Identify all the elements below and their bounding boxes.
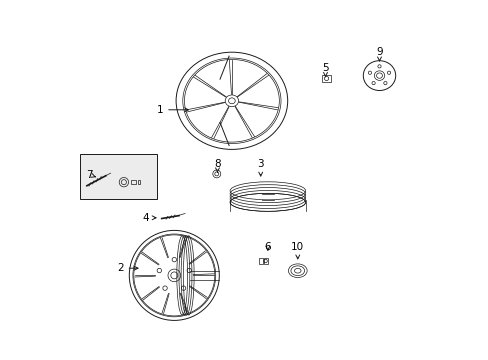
Text: 7: 7 bbox=[85, 170, 95, 180]
Text: 5: 5 bbox=[322, 63, 328, 77]
Bar bbox=[321, 75, 330, 82]
Text: 10: 10 bbox=[291, 242, 304, 259]
Bar bbox=[263, 258, 267, 264]
Text: 9: 9 bbox=[375, 47, 382, 61]
Ellipse shape bbox=[176, 52, 287, 149]
Bar bbox=[80, 154, 157, 199]
Text: 8: 8 bbox=[214, 159, 221, 172]
Bar bbox=[258, 258, 263, 264]
Ellipse shape bbox=[288, 264, 306, 278]
Ellipse shape bbox=[129, 230, 219, 320]
Text: 1: 1 bbox=[156, 105, 188, 115]
Text: 3: 3 bbox=[257, 159, 264, 176]
Bar bbox=[131, 180, 136, 184]
Text: 2: 2 bbox=[117, 263, 138, 273]
Text: 6: 6 bbox=[264, 242, 271, 252]
Ellipse shape bbox=[363, 61, 395, 90]
Text: 4: 4 bbox=[142, 213, 156, 223]
Bar bbox=[138, 180, 140, 184]
